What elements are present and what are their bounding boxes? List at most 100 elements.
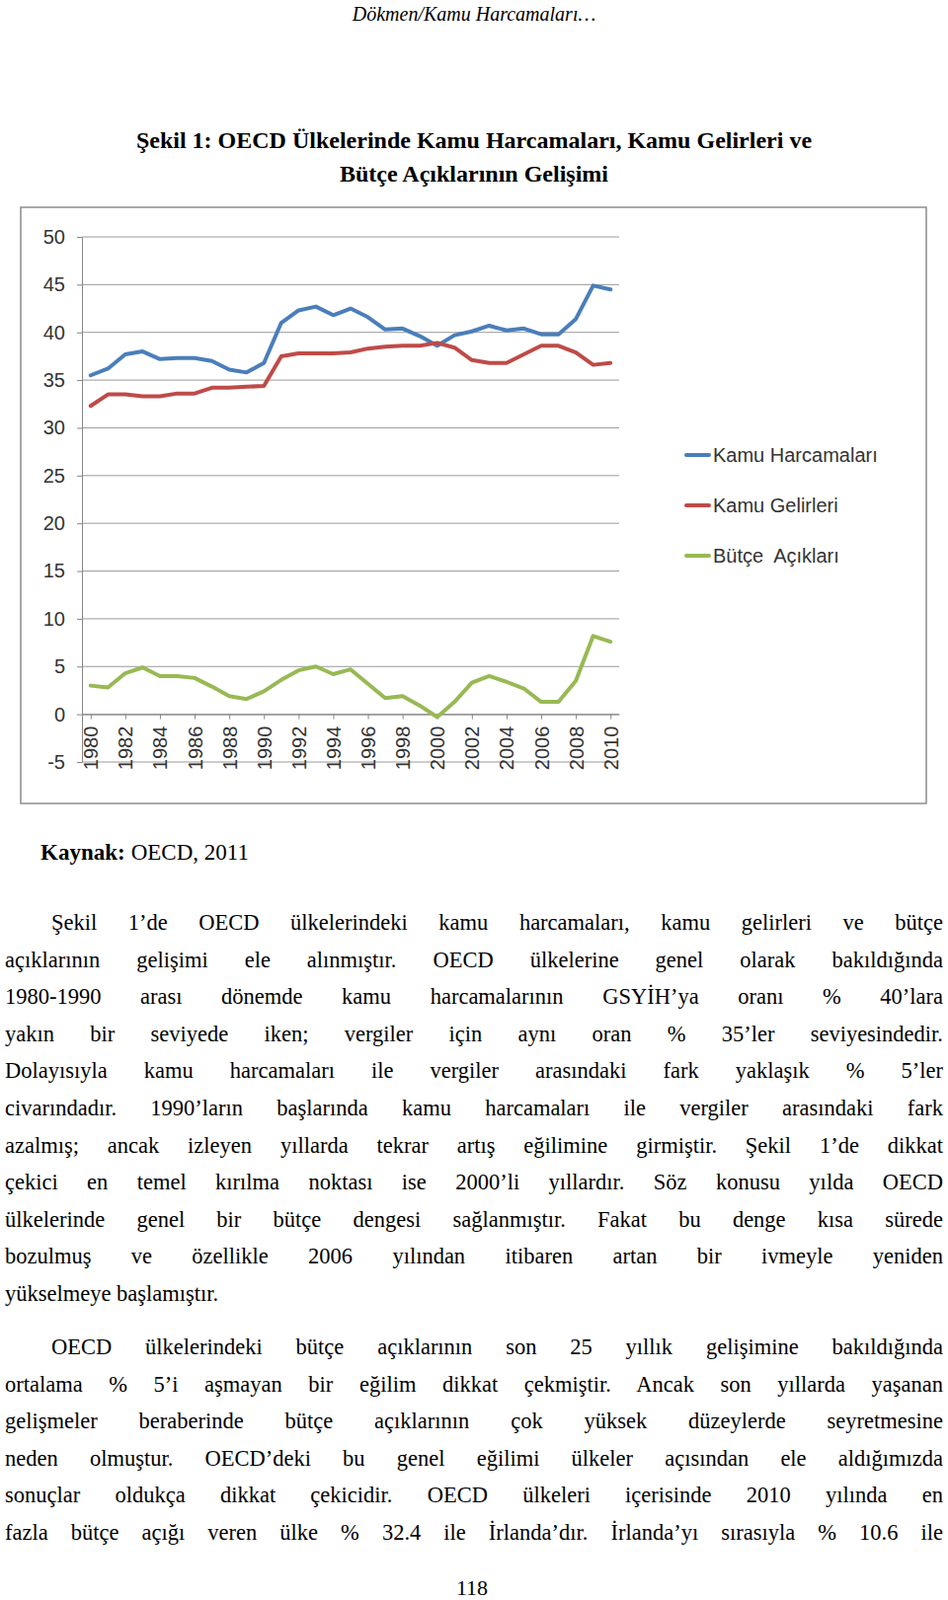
x-tick: 2004 bbox=[495, 714, 518, 772]
x-tick: 2006 bbox=[531, 714, 553, 772]
tick-label: 2006 bbox=[531, 726, 553, 772]
series-line bbox=[90, 342, 611, 406]
tick-mark bbox=[368, 714, 370, 720]
tick-mark bbox=[77, 714, 82, 716]
tick-label: 1998 bbox=[392, 726, 414, 772]
legend-swatch bbox=[686, 453, 710, 458]
y-tick: 20 bbox=[43, 512, 82, 535]
chart-frame bbox=[20, 207, 927, 804]
y-tick: -5 bbox=[47, 751, 82, 774]
x-tick: 1982 bbox=[114, 714, 137, 772]
grid-line bbox=[81, 284, 620, 286]
tick-mark bbox=[472, 714, 474, 720]
tick-mark bbox=[77, 332, 82, 334]
legend: Kamu Harcamaları Kamu Gelirleri Bütçe Açık… bbox=[686, 444, 878, 567]
tick-mark bbox=[77, 284, 82, 286]
tick-mark bbox=[77, 666, 82, 668]
tick-label: -5 bbox=[47, 751, 66, 774]
x-tick: 1998 bbox=[392, 714, 414, 772]
x-tick: 1986 bbox=[184, 714, 207, 772]
x-tick: 1980 bbox=[79, 714, 102, 772]
grid-line bbox=[81, 237, 620, 238]
tick-mark bbox=[90, 714, 92, 720]
paragraph-line: Dolayısıyla kamu harcamaları ile vergile… bbox=[4, 1058, 944, 1085]
y-tick: 45 bbox=[43, 273, 82, 296]
paragraph-line: çekici en temel kırılma noktası ise 2000… bbox=[4, 1170, 944, 1196]
tick-label: 50 bbox=[43, 226, 66, 248]
legend-label: Bütçe Açıkları bbox=[712, 545, 840, 567]
legend-swatch bbox=[686, 553, 710, 558]
tick-mark bbox=[332, 714, 334, 720]
grid-line bbox=[81, 474, 620, 476]
tick-label: 20 bbox=[43, 512, 66, 535]
tick-mark bbox=[402, 714, 404, 720]
paragraph-line: civarındadır. 1990’ların başlarında kamu… bbox=[4, 1096, 944, 1122]
page-number: 118 bbox=[0, 1577, 945, 1600]
paragraph-line: OECD ülkelerindeki bütçe açıklarının son… bbox=[4, 1335, 944, 1361]
grid-line bbox=[81, 523, 620, 525]
page-header: Dökmen/Kamu Harcamaları… bbox=[0, 1, 948, 26]
source-text: OECD, 2011 bbox=[131, 840, 249, 866]
tick-label: 1990 bbox=[253, 726, 276, 772]
tick-label: 10 bbox=[43, 608, 66, 631]
y-tick: 25 bbox=[43, 465, 82, 487]
x-tick: 2010 bbox=[600, 714, 623, 772]
tick-label: 35 bbox=[43, 369, 66, 392]
grid bbox=[81, 237, 620, 763]
tick-mark bbox=[194, 714, 196, 720]
tick-mark bbox=[77, 571, 82, 573]
x-tick: 1996 bbox=[357, 714, 380, 772]
x-axis: 1980198219841986198819901992199419961998… bbox=[79, 714, 622, 772]
tick-mark bbox=[77, 619, 82, 621]
tick-label: 2000 bbox=[426, 726, 449, 772]
legend-item: Kamu Gelirleri bbox=[686, 494, 839, 517]
grid-line bbox=[81, 427, 620, 429]
paragraph-line: azalmış; ancak izleyen yıllarda tekrar a… bbox=[4, 1133, 944, 1160]
paragraph-line: ortalama % 5’i aşmayan bir eğilim dikkat… bbox=[4, 1372, 944, 1399]
tick-label: 40 bbox=[43, 321, 66, 344]
x-tick: 2002 bbox=[461, 714, 483, 772]
tick-label: 25 bbox=[43, 465, 66, 487]
y-tick: 0 bbox=[54, 704, 82, 726]
tick-label: 45 bbox=[43, 273, 66, 296]
legend-label: Kamu Harcamaları bbox=[712, 444, 878, 467]
tick-mark bbox=[506, 714, 508, 720]
paragraph-line: neden olmuştur. OECD’deki bu genel eğili… bbox=[4, 1446, 944, 1473]
paragraph-line: yükselmeye başlamıştır. bbox=[4, 1281, 944, 1308]
y-axis: -505101520253035404550 bbox=[43, 226, 83, 774]
tick-mark bbox=[77, 380, 82, 382]
grid-line bbox=[81, 666, 620, 668]
tick-mark bbox=[263, 714, 265, 720]
tick-label: 1992 bbox=[288, 726, 311, 772]
grid-line bbox=[81, 713, 620, 715]
paragraph-line: yakın bir seviyede iken; vergiler için a… bbox=[4, 1022, 944, 1048]
source-label: Kaynak: bbox=[40, 840, 126, 866]
figure-title: Bütçe Açıklarının Gelişimi bbox=[0, 159, 948, 188]
legend-item: Bütçe Açıkları bbox=[686, 545, 840, 567]
paragraph-line: 1980-1990 arası dönemde kamu harcamaları… bbox=[4, 984, 944, 1011]
x-tick: 2008 bbox=[565, 714, 588, 772]
x-tick: 1990 bbox=[253, 714, 276, 772]
series-lines bbox=[90, 285, 611, 717]
paragraph-line: sonuçlar oldukça dikkat çekicidir. OECD … bbox=[4, 1483, 944, 1509]
tick-mark bbox=[77, 475, 82, 477]
y-tick: 40 bbox=[43, 321, 82, 344]
tick-label: 1984 bbox=[149, 726, 171, 772]
tick-mark bbox=[298, 714, 300, 720]
y-tick: 10 bbox=[43, 608, 82, 631]
x-tick: 1994 bbox=[322, 714, 345, 772]
tick-label: 2002 bbox=[461, 726, 483, 772]
legend-swatch bbox=[686, 503, 710, 508]
tick-label: 2010 bbox=[600, 726, 623, 772]
chart: -505101520253035404550198019821984198619… bbox=[0, 0, 948, 820]
figure-source: Kaynak:OECD, 2011 bbox=[40, 839, 249, 868]
tick-mark bbox=[77, 427, 82, 429]
paragraph-line: Şekil 1’de OECD ülkelerindeki kamu harca… bbox=[4, 910, 944, 937]
paragraph-line: fazla bütçe açığı veren ülke % 32.4 ile … bbox=[4, 1520, 944, 1547]
tick-label: 1994 bbox=[322, 726, 345, 772]
tick-mark bbox=[159, 714, 161, 720]
tick-label: 1982 bbox=[114, 726, 137, 772]
axis-line bbox=[81, 237, 83, 764]
series-line bbox=[90, 285, 611, 376]
y-tick: 5 bbox=[54, 655, 82, 678]
